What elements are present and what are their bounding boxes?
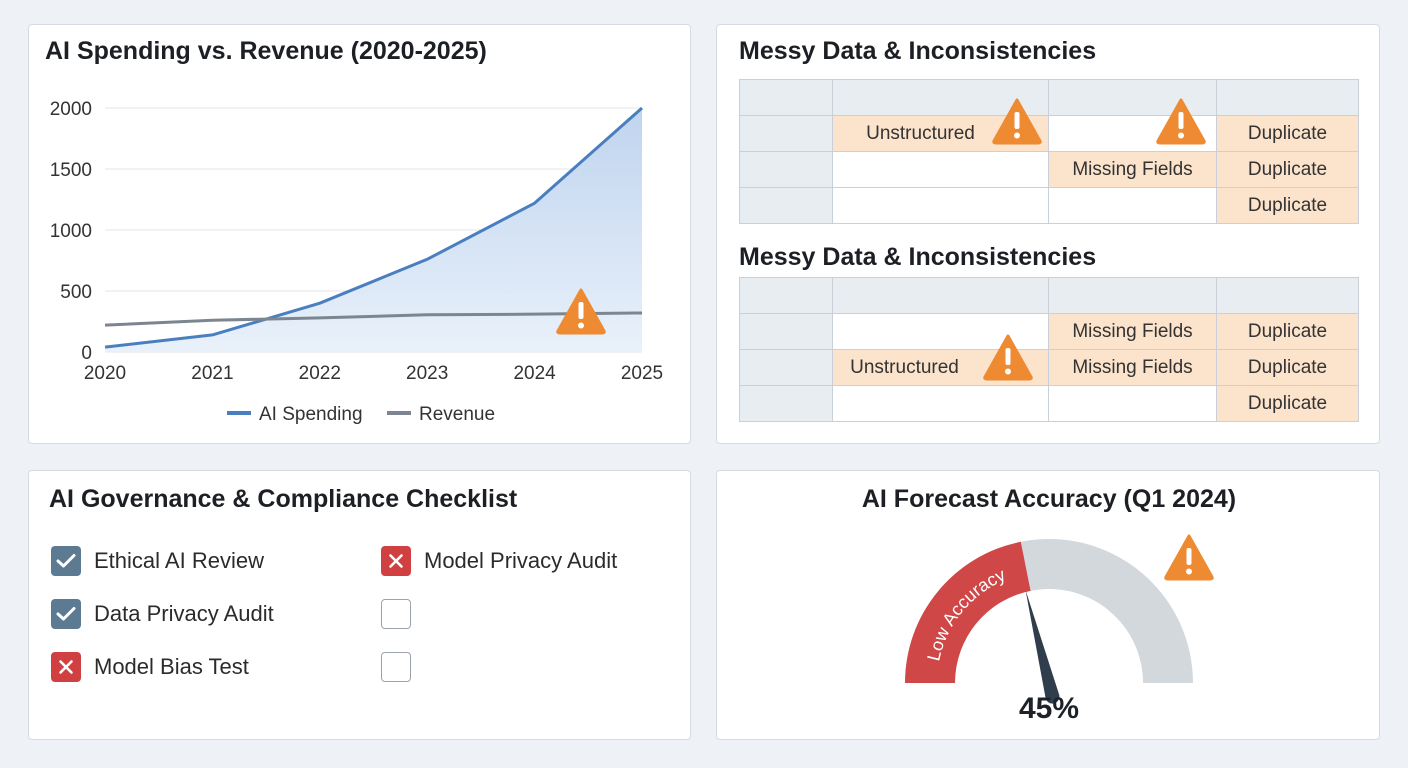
table-header-row: [739, 79, 1359, 116]
warning-icon: [983, 334, 1033, 381]
table-cell: [739, 313, 833, 350]
checklist-item-label: Data Privacy Audit: [94, 601, 274, 626]
checkbox-checked[interactable]: [51, 546, 81, 576]
warning-icon: [1156, 98, 1206, 145]
table-cell: [832, 187, 1049, 224]
revenue-line: [104, 311, 643, 327]
table-header-row: [739, 277, 1359, 314]
gauge-track: [1020, 539, 1193, 683]
checklist-item-data-privacy-audit[interactable]: Data Privacy Audit: [51, 598, 274, 630]
table-cell: Duplicate: [1216, 313, 1359, 350]
x-tick-label: 2021: [191, 363, 233, 384]
check-icon: [56, 607, 76, 621]
messy-title-2: Messy Data & Inconsistencies: [739, 243, 1097, 271]
accuracy-gauge: Low Accuracy 45%: [905, 539, 1193, 725]
table-cell: [1048, 385, 1217, 422]
cell-text: Unstructured: [850, 356, 959, 378]
table-row: Missing Fields Duplicate: [739, 151, 1359, 188]
cell-text: Unstructured: [866, 122, 975, 144]
governance-checklist-panel: AI Governance & Compliance Checklist Eth…: [28, 470, 691, 740]
y-tick-label: 1500: [50, 160, 92, 181]
messy-table-1: Unstructured Duplicate Missing Fields Du…: [739, 79, 1359, 224]
table-cell: Duplicate: [1216, 151, 1359, 188]
table-cell: Duplicate: [1216, 385, 1359, 422]
checkbox-empty[interactable]: [381, 652, 411, 682]
warning-icon: [1164, 534, 1214, 581]
table-cell: Duplicate: [1216, 349, 1359, 386]
table-cell: [739, 79, 833, 116]
table-cell: [1216, 277, 1359, 314]
legend-label: AI Spending: [259, 404, 363, 425]
spending-revenue-chart: 0 500 1000 1500 2000 2020 2021 2022 2023 2024 2025…: [50, 99, 663, 425]
table-cell: [1048, 187, 1217, 224]
table-cell: [1048, 277, 1217, 314]
table-cell: [832, 151, 1049, 188]
table-cell: [739, 349, 833, 386]
messy-data-panel: Messy Data & Inconsistencies Unstructure…: [716, 24, 1380, 444]
y-tick-label: 2000: [50, 99, 92, 120]
x-icon: [59, 660, 73, 674]
gauge-title: AI Forecast Accuracy (Q1 2024): [861, 485, 1237, 513]
checklist-item-label: Model Bias Test: [94, 654, 249, 679]
table-row: Unstructured Duplicate: [739, 115, 1359, 152]
ai-spending-area: [105, 108, 642, 352]
checkbox-failed[interactable]: [51, 652, 81, 682]
messy-title-1: Messy Data & Inconsistencies: [739, 37, 1097, 65]
warning-icon: [992, 98, 1042, 145]
checklist-item-ethical-ai-review[interactable]: Ethical AI Review: [51, 545, 264, 577]
table-row: Missing Fields Duplicate: [739, 313, 1359, 350]
gauge-needle: [1025, 589, 1060, 704]
table-cell: [1216, 79, 1359, 116]
checkbox-failed[interactable]: [381, 546, 411, 576]
x-tick-label: 2020: [84, 363, 126, 384]
table-cell: [739, 277, 833, 314]
y-tick-label: 0: [81, 343, 92, 364]
table-cell: [832, 277, 1049, 314]
table-cell: Duplicate: [1216, 115, 1359, 152]
table-row: Unstructured Missing Fields Duplicate: [739, 349, 1359, 386]
checkbox-empty[interactable]: [381, 599, 411, 629]
gauge-low-accuracy-zone: [905, 541, 1031, 683]
x-tick-label: 2022: [299, 363, 341, 384]
chart-title: AI Spending vs. Revenue (2020-2025): [45, 37, 487, 65]
table-row: Duplicate: [739, 385, 1359, 422]
checklist-title: AI Governance & Compliance Checklist: [49, 485, 518, 513]
x-icon: [389, 554, 403, 568]
table-cell: [739, 151, 833, 188]
table-cell: [739, 115, 833, 152]
x-tick-label: 2024: [513, 363, 556, 384]
x-tick-label: 2023: [406, 363, 448, 384]
checklist-item-label: Model Privacy Audit: [424, 548, 618, 573]
checklist-item-label: Ethical AI Review: [94, 548, 264, 573]
y-tick-label: 500: [60, 282, 92, 303]
table-cell: Missing Fields: [1048, 349, 1217, 386]
checklist-item-model-bias-test[interactable]: Model Bias Test: [51, 651, 249, 683]
checklist-item-model-privacy-audit[interactable]: Model Privacy Audit: [381, 545, 617, 577]
checkbox-checked[interactable]: [51, 599, 81, 629]
checklist-item-empty[interactable]: [381, 651, 424, 683]
check-icon: [56, 554, 76, 568]
table-cell: Missing Fields: [1048, 313, 1217, 350]
table-cell: [739, 385, 833, 422]
table-row: Duplicate: [739, 187, 1359, 224]
table-cell: Duplicate: [1216, 187, 1359, 224]
checklist-item-empty[interactable]: [381, 598, 424, 630]
table-cell: [739, 187, 833, 224]
ai-spending-line: [104, 106, 643, 349]
gauge-value: 45%: [1019, 692, 1079, 725]
x-tick-label: 2025: [621, 363, 663, 384]
messy-table-2: Missing Fields Duplicate Unstructured Mi…: [739, 277, 1359, 422]
table-cell: [832, 385, 1049, 422]
spending-revenue-panel: AI Spending vs. Revenue (2020-2025) 0 500…: [28, 24, 691, 444]
warning-icon: [556, 288, 606, 335]
table-cell: Missing Fields: [1048, 151, 1217, 188]
y-tick-label: 1000: [50, 221, 92, 242]
forecast-accuracy-panel: AI Forecast Accuracy (Q1 2024) Low Accur…: [716, 470, 1380, 740]
legend-label: Revenue: [419, 404, 495, 425]
